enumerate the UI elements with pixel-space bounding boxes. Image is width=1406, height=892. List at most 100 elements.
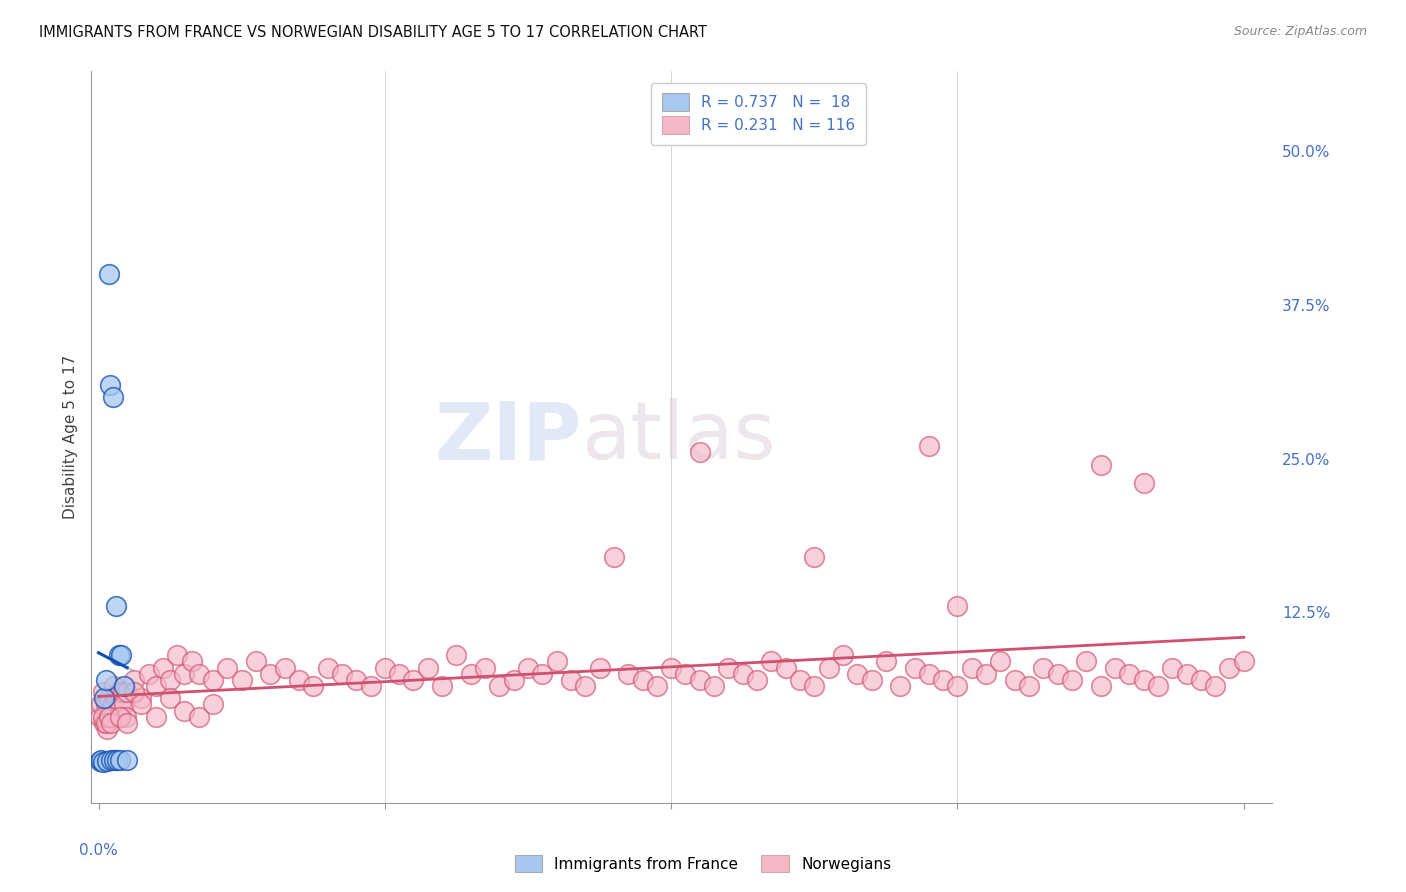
Point: [731, 666, 754, 681]
Point: [1032, 660, 1054, 674]
Point: [97, 710, 120, 724]
Point: [946, 679, 969, 693]
Point: [846, 666, 869, 681]
Point: [918, 666, 941, 681]
Point: [374, 660, 396, 674]
Point: [173, 666, 195, 681]
Point: [488, 679, 510, 693]
Point: [110, 648, 132, 663]
Point: [115, 685, 138, 699]
Point: [460, 666, 482, 681]
Point: [560, 673, 582, 687]
Point: [517, 660, 540, 674]
Point: [546, 655, 568, 669]
Legend: R = 0.737   N =  18, R = 0.231   N = 116: R = 0.737 N = 18, R = 0.231 N = 116: [651, 83, 866, 145]
Point: [105, 710, 128, 724]
Point: [1090, 458, 1112, 472]
Point: [100, 753, 122, 767]
Point: [675, 666, 697, 681]
Point: [187, 710, 209, 724]
Point: [108, 753, 131, 767]
Point: [100, 710, 122, 724]
Point: [817, 660, 839, 674]
Point: [96, 722, 118, 736]
Point: [832, 648, 855, 663]
Point: [166, 648, 188, 663]
Point: [108, 710, 131, 724]
Point: [875, 655, 897, 669]
Point: [745, 673, 768, 687]
Point: [1118, 666, 1140, 681]
Point: [93, 715, 115, 730]
Point: [302, 679, 325, 693]
Point: [1189, 673, 1212, 687]
Point: [288, 673, 311, 687]
Point: [89, 710, 111, 724]
Point: [402, 673, 425, 687]
Point: [273, 660, 295, 674]
Point: [97, 691, 120, 706]
Text: atlas: atlas: [582, 398, 776, 476]
Point: [803, 679, 825, 693]
Point: [173, 704, 195, 718]
Point: [889, 679, 911, 693]
Point: [717, 660, 740, 674]
Point: [103, 679, 125, 693]
Point: [918, 439, 941, 453]
Point: [112, 679, 135, 693]
Point: [344, 673, 367, 687]
Point: [1018, 679, 1040, 693]
Point: [103, 753, 125, 767]
Point: [689, 673, 711, 687]
Point: [388, 666, 411, 681]
Point: [112, 698, 135, 712]
Point: [202, 698, 225, 712]
Point: [1147, 679, 1170, 693]
Point: [775, 660, 797, 674]
Point: [531, 666, 554, 681]
Point: [94, 715, 117, 730]
Point: [1204, 679, 1226, 693]
Point: [108, 698, 131, 712]
Point: [101, 698, 124, 712]
Point: [446, 648, 468, 663]
Point: [138, 666, 160, 681]
Point: [617, 666, 640, 681]
Point: [1076, 655, 1098, 669]
Point: [1218, 660, 1240, 674]
Point: [94, 673, 117, 687]
Text: ZIP: ZIP: [434, 398, 582, 476]
Point: [159, 673, 181, 687]
Point: [631, 673, 654, 687]
Point: [124, 673, 146, 687]
Point: [990, 655, 1012, 669]
Point: [110, 710, 132, 724]
Point: [502, 673, 524, 687]
Point: [416, 660, 439, 674]
Point: [1132, 673, 1154, 687]
Point: [145, 710, 167, 724]
Point: [703, 679, 725, 693]
Point: [231, 673, 253, 687]
Point: [1046, 666, 1069, 681]
Point: [101, 390, 124, 404]
Point: [245, 655, 267, 669]
Point: [360, 679, 382, 693]
Point: [574, 679, 596, 693]
Point: [91, 685, 114, 699]
Point: [107, 685, 129, 699]
Point: [107, 648, 129, 663]
Point: [159, 691, 181, 706]
Point: [1090, 679, 1112, 693]
Point: [474, 660, 496, 674]
Point: [1233, 655, 1256, 669]
Point: [124, 685, 146, 699]
Point: [659, 660, 682, 674]
Point: [1132, 476, 1154, 491]
Point: [789, 673, 811, 687]
Point: [187, 666, 209, 681]
Point: [96, 754, 118, 768]
Point: [202, 673, 225, 687]
Point: [689, 445, 711, 459]
Point: [960, 660, 983, 674]
